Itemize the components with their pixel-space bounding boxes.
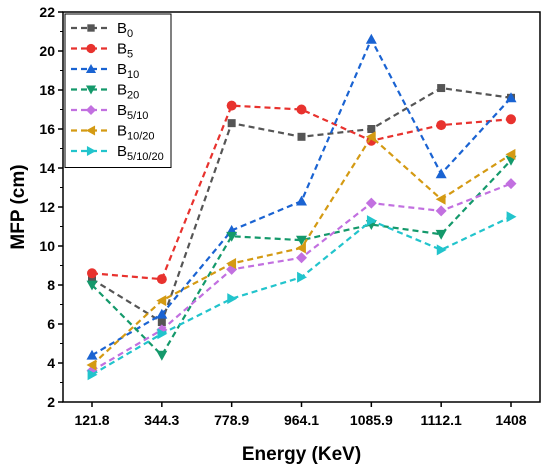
data-point <box>86 349 98 360</box>
data-point <box>296 104 307 115</box>
data-point <box>506 114 516 125</box>
data-point <box>435 205 447 217</box>
y-tick-label: 20 <box>39 43 55 59</box>
data-point <box>157 328 168 340</box>
data-point <box>296 252 307 264</box>
data-point <box>156 308 168 319</box>
legend-item: B20 <box>71 82 139 102</box>
legend-marker <box>85 63 97 74</box>
y-tick-label: 6 <box>47 316 55 332</box>
x-tick-label: 778.9 <box>214 412 249 428</box>
y-tick-label: 2 <box>47 394 55 410</box>
legend-marker <box>85 85 97 95</box>
data-point <box>435 193 446 205</box>
data-point <box>367 125 376 133</box>
legend-marker <box>87 24 95 32</box>
legend-box <box>64 13 172 168</box>
data-point <box>297 132 306 141</box>
data-point <box>365 131 376 143</box>
data-point <box>156 274 167 285</box>
legend-label: B20 <box>117 82 139 102</box>
x-axis-title: Energy (KeV) <box>242 444 361 465</box>
y-tick-label: 14 <box>39 160 55 176</box>
data-point <box>226 231 238 242</box>
plot-layer <box>86 33 517 381</box>
axis-layer: 2 4 6 8 10 12 14 16 18 20 22 121.8 344.3 778.9 964.1 10… <box>39 4 526 428</box>
data-point <box>435 229 447 240</box>
data-point <box>156 295 167 307</box>
legend-label: B5 <box>117 41 133 61</box>
legend-label: B0 <box>117 20 133 40</box>
y-tick-label: 12 <box>39 199 55 215</box>
series-b10 <box>86 33 517 360</box>
data-point <box>88 275 96 284</box>
data-point <box>366 215 377 227</box>
series-b10-20 <box>86 131 516 371</box>
data-point <box>505 178 517 190</box>
legend-label: B10 <box>117 61 139 81</box>
x-tick-label: 1112.1 <box>421 412 462 428</box>
legend-label: B10/20 <box>117 123 155 143</box>
legend-item: B5/10/20 <box>71 143 164 163</box>
y-tick-label: 8 <box>47 277 55 293</box>
data-point <box>87 369 98 381</box>
data-point <box>157 318 166 327</box>
data-point <box>437 84 446 93</box>
data-point <box>86 359 97 371</box>
legend-label: B5/10/20 <box>117 143 164 163</box>
x-tick-label: 964.1 <box>284 412 319 428</box>
data-point <box>227 293 238 305</box>
legend-item: B0 <box>71 20 133 40</box>
series-b5-10-20 <box>87 211 517 381</box>
data-point <box>87 268 97 279</box>
legend-marker <box>86 145 97 157</box>
y-tick-label: 4 <box>47 355 55 371</box>
data-point <box>435 168 447 179</box>
data-point <box>86 280 98 291</box>
data-point <box>365 33 377 44</box>
data-point <box>226 258 237 270</box>
data-point <box>505 92 517 103</box>
x-tick-label: 121.8 <box>74 412 109 428</box>
x-tick-label: 1085.9 <box>350 412 393 428</box>
y-tick-label: 22 <box>39 4 55 20</box>
series-b5-10 <box>86 178 517 377</box>
data-point <box>436 120 447 131</box>
y-axis-title: MFP (cm) <box>8 164 29 249</box>
legend-item: B5 <box>71 41 133 61</box>
legend-marker <box>85 125 96 136</box>
y-tick-label: 16 <box>39 121 55 137</box>
data-point <box>436 244 447 256</box>
data-point <box>505 148 516 160</box>
data-point <box>296 242 306 254</box>
legend-marker <box>85 104 97 116</box>
data-point <box>226 100 237 111</box>
legend-marker <box>86 43 96 54</box>
x-tick-label: 344.3 <box>144 412 179 428</box>
legend-label: B5/10 <box>117 102 148 122</box>
data-point <box>365 197 377 209</box>
data-point <box>296 195 307 206</box>
data-point <box>296 235 307 246</box>
data-point <box>297 271 307 283</box>
data-point <box>156 350 168 361</box>
y-tick-label: 18 <box>39 82 55 98</box>
y-tick-label: 10 <box>39 238 55 254</box>
data-point <box>506 211 517 223</box>
legend-item: B10 <box>71 61 139 81</box>
x-tick-label: 1408 <box>495 412 526 428</box>
legend-item: B5/10 <box>71 102 148 122</box>
data-point <box>227 119 236 128</box>
legend-item: B10/20 <box>71 123 155 143</box>
